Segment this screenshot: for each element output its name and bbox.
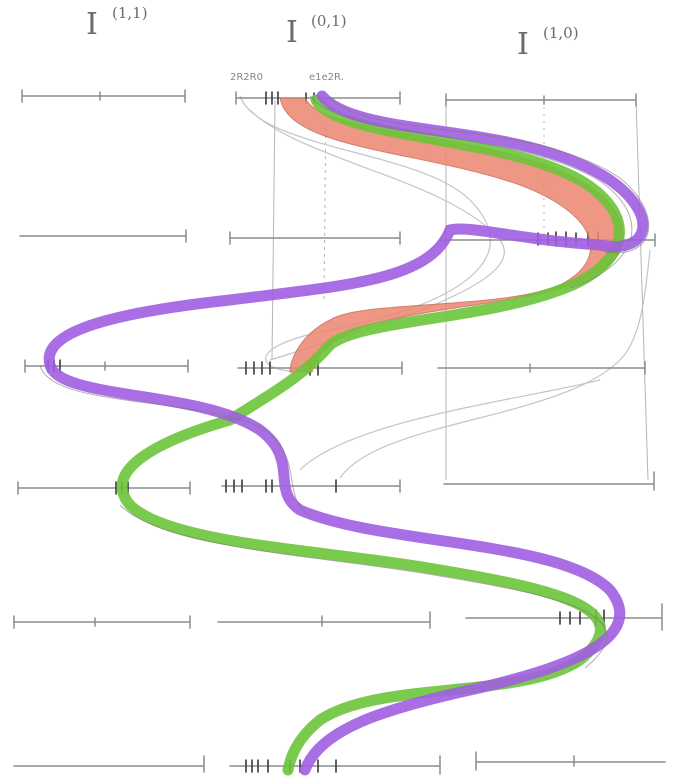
- column-heading-1: I (1,1): [86, 4, 148, 42]
- axis-segment: [444, 472, 654, 490]
- axis-segment: [218, 612, 430, 628]
- axis-segment: [222, 480, 400, 492]
- column-heading-1-letter: I: [86, 7, 98, 42]
- guide-line: [272, 100, 275, 360]
- axis-segment: [18, 482, 190, 494]
- axis-segment: [20, 230, 186, 242]
- column-heading-2: I (0,1): [286, 12, 347, 50]
- axis-segment: [22, 90, 185, 102]
- column-heading-3-letter: I: [517, 27, 529, 62]
- column-heading-3: I (1,0): [517, 24, 579, 62]
- annotation-right: e1e2R.: [309, 72, 344, 83]
- axis-segment: [230, 756, 440, 774]
- column-heading-3-index: (1,0): [543, 24, 579, 42]
- annotation-left: 2R2R0: [230, 72, 263, 83]
- axis-segment: [14, 616, 190, 628]
- column-heading-1-index: (1,1): [112, 4, 148, 22]
- axis-segment: [476, 752, 665, 770]
- axis-segment: [438, 362, 645, 374]
- axis-segment: [466, 604, 662, 630]
- axis-segment: [14, 756, 204, 772]
- guide-line: [636, 98, 648, 480]
- axis-segment: [230, 232, 400, 244]
- axis-segment: [446, 94, 636, 106]
- sketch-curve: [300, 380, 600, 470]
- sketch-curve: [340, 250, 650, 478]
- column-heading-2-index: (0,1): [311, 12, 347, 30]
- column-heading-2-letter: I: [286, 15, 298, 50]
- tick-clusters: [48, 92, 604, 772]
